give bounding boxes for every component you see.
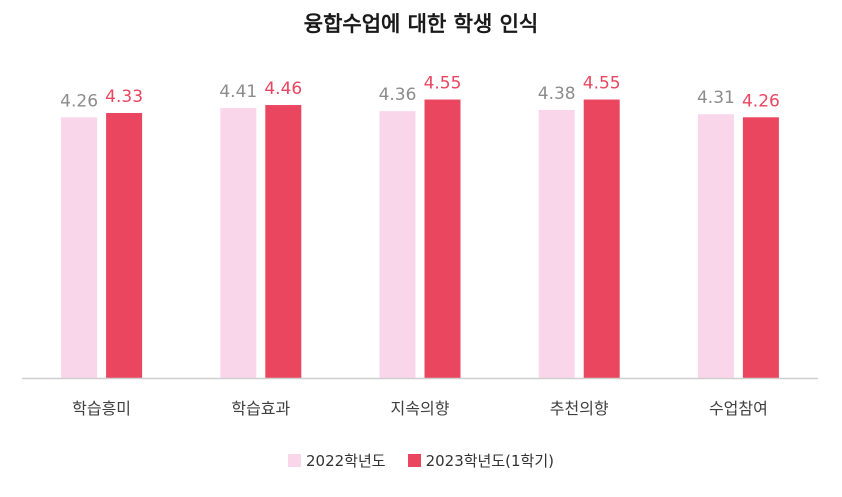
legend-swatch-2022	[288, 454, 301, 467]
legend-item-2022: 2022학년도	[288, 450, 386, 471]
data-label-2023-추천의향: 4.55	[583, 74, 621, 94]
data-label-2022-지속의향: 4.36	[379, 85, 417, 105]
legend-label-2022: 2022학년도	[306, 452, 386, 470]
data-label-2023-학습효과: 4.46	[264, 79, 302, 99]
bar-2023-학습흥미	[106, 113, 143, 378]
legend-item-2023: 2023학년도(1학기)	[407, 450, 554, 471]
bar-2023-수업참여	[742, 117, 779, 379]
category-label-학습효과: 학습효과	[231, 399, 290, 418]
legend: 2022학년도 2023학년도(1학기)	[0, 450, 842, 471]
category-label-수업참여: 수업참여	[709, 399, 768, 418]
bar-2022-수업참여	[697, 114, 734, 378]
data-label-2023-수업참여: 4.26	[742, 91, 780, 111]
data-label-2022-추천의향: 4.38	[538, 84, 576, 104]
category-label-학습흥미: 학습흥미	[72, 399, 131, 418]
data-label-2022-학습효과: 4.41	[219, 82, 257, 102]
data-label-2023-학습흥미: 4.33	[105, 87, 143, 107]
bar-2022-지속의향	[379, 111, 416, 378]
legend-label-2023: 2023학년도(1학기)	[425, 452, 554, 470]
data-label-2022-학습흥미: 4.26	[60, 91, 98, 111]
data-label-2023-지속의향: 4.55	[424, 74, 462, 94]
category-label-지속의향: 지속의향	[391, 399, 450, 418]
data-label-2022-수업참여: 4.31	[697, 88, 735, 108]
bar-2022-학습효과	[220, 108, 257, 378]
bar-2023-지속의향	[424, 99, 461, 378]
legend-swatch-2023	[407, 454, 421, 467]
category-label-추천의향: 추천의향	[550, 399, 609, 418]
bar-2022-학습흥미	[61, 117, 98, 379]
bar-2023-추천의향	[583, 99, 620, 378]
bar-2022-추천의향	[538, 109, 575, 378]
bar-2023-학습효과	[265, 105, 302, 378]
chart-title: 융합수업에 대한 학생 인식	[303, 12, 539, 36]
